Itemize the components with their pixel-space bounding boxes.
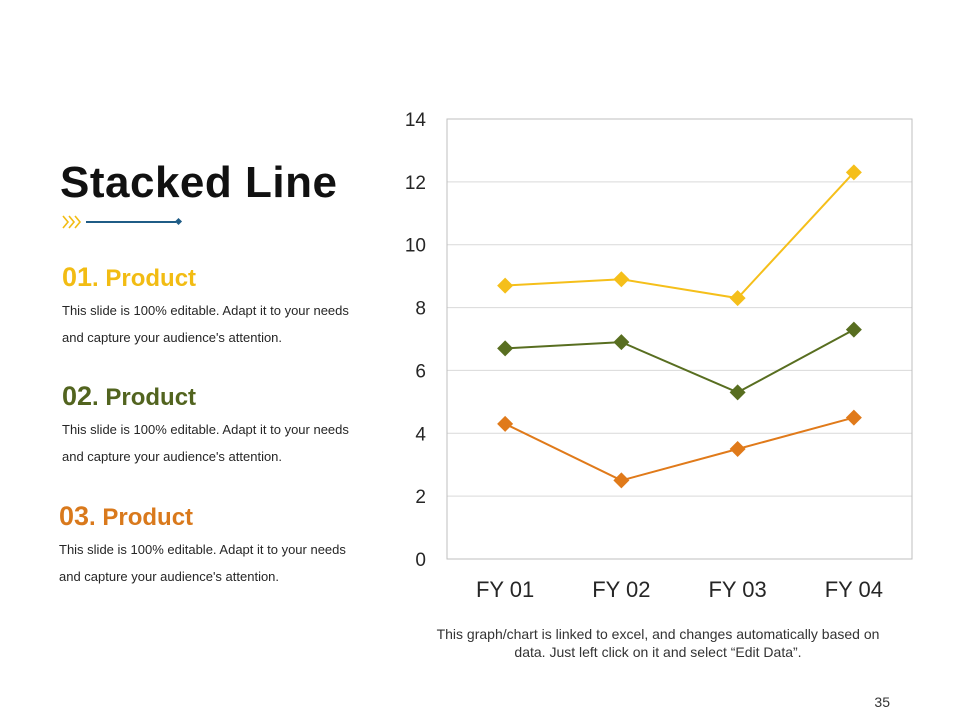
y-tick-label: 0 (415, 550, 426, 571)
data-point-marker (613, 472, 630, 489)
data-point-marker (845, 164, 862, 181)
product-heading: 03. Product (59, 501, 359, 532)
y-tick-label: 12 (405, 173, 426, 194)
page-number: 35 (874, 694, 890, 710)
product-number: 03 (59, 501, 90, 531)
product-heading: 01. Product (62, 262, 362, 293)
chart-note: This graph/chart is linked to excel, and… (436, 626, 880, 660)
data-point-marker (729, 290, 746, 307)
data-point-marker (497, 415, 514, 432)
data-point-marker (845, 409, 862, 426)
y-tick-label: 2 (415, 487, 426, 508)
data-point-marker (845, 321, 862, 338)
y-tick-label: 8 (415, 299, 426, 320)
product-label: . Product (92, 384, 197, 411)
series-line (505, 171, 855, 300)
data-point-marker (729, 384, 746, 401)
product-description: This slide is 100% editable. Adapt it to… (59, 542, 346, 584)
data-point-marker (729, 441, 746, 457)
y-tick-label: 10 (405, 236, 426, 257)
data-point-marker (613, 334, 630, 351)
x-tick-label: FY 03 (708, 577, 766, 602)
data-point-marker (497, 340, 514, 357)
x-tick-label: FY 04 (825, 577, 883, 602)
product-description: This slide is 100% editable. Adapt it to… (62, 303, 349, 345)
product-description: This slide is 100% editable. Adapt it to… (62, 422, 349, 464)
double-chevron-arrow-icon (62, 215, 183, 229)
data-point-marker (497, 277, 514, 294)
slide-title: Stacked Line (60, 158, 338, 207)
product-number: 01 (62, 262, 93, 292)
x-tick-label: FY 01 (476, 577, 534, 602)
product-item-3: 03. Product This slide is 100% editable.… (59, 501, 359, 590)
y-tick-label: 14 (405, 110, 427, 131)
product-label: . Product (89, 504, 194, 531)
x-tick-label: FY 02 (592, 577, 650, 602)
plot-area-border (446, 118, 913, 560)
y-tick-label: 6 (415, 361, 426, 382)
product-number: 02 (62, 381, 93, 411)
series-line (505, 328, 855, 394)
product-item-1: 01. Product This slide is 100% editable.… (62, 262, 362, 351)
series-line (504, 416, 855, 482)
product-item-2: 02. Product This slide is 100% editable.… (62, 381, 362, 470)
y-tick-label: 4 (415, 424, 426, 445)
product-heading: 02. Product (62, 381, 362, 412)
product-label: . Product (92, 265, 197, 292)
data-point-marker (613, 271, 630, 288)
